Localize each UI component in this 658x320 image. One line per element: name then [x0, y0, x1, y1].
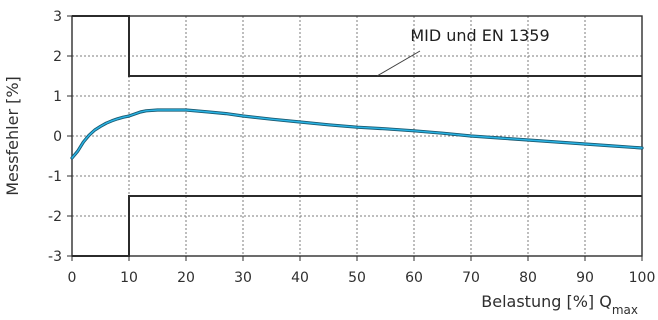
annotation-label: MID und EN 1359 — [410, 26, 549, 45]
y-tick-label: -2 — [48, 209, 62, 225]
x-tick-label: 60 — [405, 270, 423, 286]
x-tick-label: 10 — [120, 270, 138, 286]
lower-limit-line — [72, 195, 642, 257]
y-tick-label: 3 — [53, 9, 62, 25]
y-tick-label: -3 — [48, 249, 62, 265]
x-tick-label: 0 — [68, 270, 77, 286]
x-axis-title-main: Belastung [%] Q — [481, 292, 612, 311]
measurement-curve — [71, 109, 643, 159]
x-tick-label: 30 — [234, 270, 252, 286]
y-tick-label: 0 — [53, 129, 62, 145]
x-tick-label: 20 — [177, 270, 195, 286]
x-tick-label: 50 — [348, 270, 366, 286]
upper-limit-line — [72, 15, 642, 77]
x-tick-label: 100 — [629, 270, 656, 286]
x-tick-label: 80 — [519, 270, 537, 286]
x-axis-title-subscript: max — [612, 303, 638, 317]
x-axis-title: Belastung [%] Qmax — [481, 292, 638, 317]
y-tick-label: 1 — [53, 89, 62, 105]
y-tick-label: -1 — [48, 169, 62, 185]
x-tick-label: 90 — [576, 270, 594, 286]
annotation-leader-line — [376, 50, 421, 77]
y-tick-label: 2 — [53, 49, 62, 65]
x-tick-label: 70 — [462, 270, 480, 286]
y-axis-title: Messfehler [%] — [3, 76, 22, 196]
x-tick-label: 40 — [291, 270, 309, 286]
